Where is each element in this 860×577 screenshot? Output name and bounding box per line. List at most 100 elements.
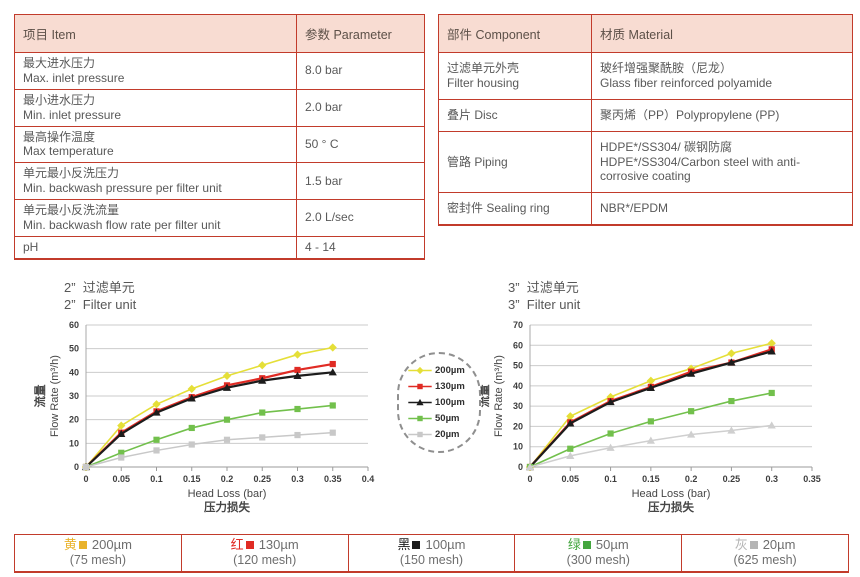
x-tick-label: 0.05 <box>562 474 580 484</box>
table-cell: 管路 Piping <box>438 130 592 194</box>
x-tick-label: 0.4 <box>362 474 375 484</box>
x-tick-label: 0.05 <box>112 474 130 484</box>
legend-label: 100µm <box>435 396 465 408</box>
table-cell: 最小进水压力 Min. inlet pressure <box>14 88 297 127</box>
flow-rate-chart-3inch: 0 10 20 30 40 50 60 70 0 0.05 0.1 0.15 0.2 0.25 0.3 0.3… <box>477 320 821 514</box>
table-row: pH 4 - 14 <box>14 235 425 260</box>
table-cell: 4 - 14 <box>296 235 425 260</box>
micron-size: 130µm <box>258 536 299 552</box>
legend-label: 20µm <box>435 428 460 440</box>
table-cell: 过滤单元外壳 Filter housing <box>438 52 592 100</box>
x-axis-label-en: Head Loss (bar) <box>188 488 267 500</box>
color-name-char: 黑 <box>397 536 411 552</box>
materials-table: 部件 Component 材质 Material 过滤单元外壳 Filter ho… <box>438 14 853 227</box>
x-tick-label: 0.2 <box>221 474 234 484</box>
y-axis-label-en: Flow Rate (m³/h) <box>493 355 505 437</box>
x-tick-label: 0.3 <box>291 474 304 484</box>
y-tick-label: 0 <box>74 462 79 472</box>
micron-size: 20µm <box>762 536 796 552</box>
spec-tables-row: 项目 Item 参数 Parameter 最大进水压力 Max. inlet pr… <box>0 0 860 260</box>
legend-marker-icon <box>408 366 432 374</box>
chart-title-en: 2” Filter unit <box>64 296 137 312</box>
table-row: 密封件 Sealing ring NBR*/EPDM <box>438 192 853 226</box>
table-cell: 50 ° C <box>296 125 425 164</box>
mesh-count: (75 mesh) <box>69 552 127 567</box>
mesh-legend-cell: 红 130µm (120 mesh) <box>180 533 349 573</box>
legend-label: 130µm <box>435 380 465 392</box>
legend-marker-icon <box>408 398 432 405</box>
mesh-legend-cell: 灰 20µm (625 mesh) <box>681 533 849 573</box>
series-line-20µm <box>529 425 772 469</box>
table-cell: 聚丙烯（PP）Polypropylene (PP) <box>591 98 853 132</box>
series-line-130µm <box>529 348 773 469</box>
table-cell: pH <box>14 235 297 260</box>
chart-title: 3” 过滤单元 3” Filter unit <box>508 280 834 314</box>
chart-title-zh: 3” 过滤单元 <box>508 279 579 295</box>
mesh-legend-cell: 绿 50µm (300 mesh) <box>514 533 683 573</box>
x-tick-label: 0.2 <box>685 474 698 484</box>
color-name-char: 红 <box>230 536 244 552</box>
mesh-count: (120 mesh) <box>233 552 297 567</box>
table-row: 单元最小反洗流量 Min. backwash flow rate per filt… <box>14 199 425 237</box>
legend-label: 200µm <box>435 364 465 376</box>
table-cell: 叠片 Disc <box>438 98 592 132</box>
x-tick-label: 0.35 <box>324 474 342 484</box>
legend-label: 50µm <box>435 412 460 424</box>
color-swatch-icon <box>582 540 591 549</box>
mesh-legend-bar: 黄 200µm (75 mesh) 红 130µm (120 mesh) 黑 100µm (15… <box>14 533 849 573</box>
color-swatch-icon <box>245 540 254 549</box>
x-tick-label: 0 <box>527 474 532 484</box>
micron-size: 200µm <box>91 536 132 552</box>
table-cell: 8.0 bar <box>296 52 425 90</box>
chart-3inch-block: 3” 过滤单元 3” Filter unit 0 10 20 30 40 50 60 70 0 0.… <box>472 280 834 524</box>
mesh-count: (150 mesh) <box>399 552 464 567</box>
x-tick-label: 0.1 <box>150 474 163 484</box>
table-cell: 2.0 L/sec <box>296 199 425 237</box>
x-tick-label: 0.15 <box>642 474 660 484</box>
y-tick-label: 20 <box>513 422 523 432</box>
table-row: 最小进水压力 Min. inlet pressure 2.0 bar <box>14 88 425 127</box>
series-line-50µm <box>85 405 333 469</box>
column-header-item: 项目 Item <box>14 14 297 53</box>
x-tick-label: 0 <box>83 474 88 484</box>
table-row: 过滤单元外壳 Filter housing 玻纤增强聚酰胺（尼龙） Glass fib… <box>438 52 853 100</box>
y-axis-label-en: Flow Rate (m³/h) <box>49 355 61 437</box>
y-tick-label: 40 <box>69 368 79 378</box>
table-cell: 单元最小反洗压力 Min. backwash pressure per filte… <box>14 162 297 200</box>
chart-title: 2” 过滤单元 2” Filter unit <box>64 280 390 314</box>
y-tick-label: 40 <box>513 381 523 391</box>
x-tick-label: 0.1 <box>604 474 617 484</box>
chart-title-en: 3” Filter unit <box>508 296 581 312</box>
table-row: 叠片 Disc 聚丙烯（PP）Polypropylene (PP) <box>438 98 853 132</box>
table-row: 单元最小反洗压力 Min. backwash pressure per filte… <box>14 162 425 200</box>
table-cell: 单元最小反洗流量 Min. backwash flow rate per filt… <box>14 199 297 237</box>
chart-legend: 200µm 130µm 100µm 50µm 20µm <box>397 351 481 453</box>
x-axis-label-zh: 压力损失 <box>204 500 250 514</box>
x-tick-label: 0.3 <box>765 474 778 484</box>
color-name-char: 黄 <box>63 536 77 552</box>
mesh-count: (300 mesh) <box>566 552 630 567</box>
series-line-100µm <box>85 371 333 469</box>
y-tick-label: 0 <box>518 462 523 472</box>
column-header-material: 材质 Material <box>591 14 853 53</box>
table-cell: 最大进水压力 Max. inlet pressure <box>14 52 297 90</box>
table-row: 最大进水压力 Max. inlet pressure 8.0 bar <box>14 52 425 90</box>
flow-rate-chart-2inch: 0 10 20 30 40 50 60 0 0.05 0.1 0.15 0.2 0.25 0.3 0.35 0… <box>33 320 375 514</box>
y-tick-label: 20 <box>69 415 79 425</box>
mesh-legend-cell: 黑 100µm (150 mesh) <box>347 533 516 573</box>
table-cell: 玻纤增强聚酰胺（尼龙） Glass fiber reinforced polyam… <box>591 52 853 100</box>
series-line-20µm <box>85 432 333 469</box>
color-name-char: 灰 <box>734 536 748 552</box>
table-cell: 2.0 bar <box>296 88 425 127</box>
micron-size: 100µm <box>425 536 466 552</box>
y-tick-label: 30 <box>513 402 523 412</box>
column-header-parameter: 参数 Parameter <box>296 14 425 53</box>
table-cell: 1.5 bar <box>296 162 425 200</box>
table-row: 管路 Piping HDPE*/SS304/ 碳钢防腐 HDPE*/SS304/Ca… <box>438 130 853 194</box>
series-line-200µm <box>85 347 333 468</box>
legend-item: 100µm <box>408 397 475 408</box>
table-cell: 最高操作温度 Max temperature <box>14 125 297 164</box>
y-axis-label-zh: 流量 <box>33 384 47 407</box>
color-swatch-icon <box>78 540 87 549</box>
